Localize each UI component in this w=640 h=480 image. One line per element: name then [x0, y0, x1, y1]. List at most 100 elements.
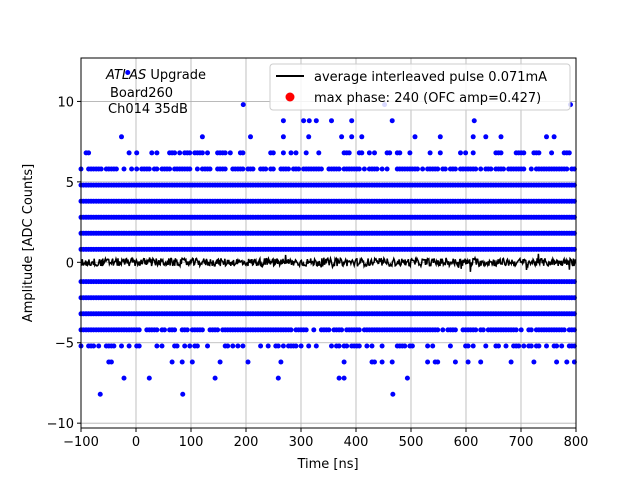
data-point [258, 343, 264, 349]
x-tick-label: 300 [289, 435, 314, 450]
data-point [263, 166, 269, 172]
data-point [326, 327, 332, 333]
legend: average interleaved pulse 0.071mA max ph… [269, 63, 571, 111]
data-point [121, 375, 127, 381]
x-tick-label: 700 [509, 435, 534, 450]
data-point [136, 327, 142, 333]
x-tick-label: 100 [179, 435, 204, 450]
data-point [531, 359, 537, 365]
data-point [471, 118, 477, 124]
x-tick-label: 200 [234, 435, 259, 450]
data-point [248, 134, 253, 140]
data-point [503, 343, 509, 349]
data-point [111, 343, 117, 349]
data-point [149, 150, 155, 156]
legend-dot-icon [285, 92, 295, 102]
data-point [356, 343, 362, 349]
annotation: ATLAS Upgrade Board260 Ch014 35dB [105, 68, 206, 117]
data-point [389, 118, 395, 124]
y-tick-label: 0 [66, 256, 74, 271]
data-point [435, 359, 441, 365]
data-point [521, 166, 527, 172]
data-point [270, 166, 276, 172]
data-point [465, 343, 471, 349]
data-point [536, 150, 542, 156]
data-point [154, 150, 160, 156]
data-point [390, 391, 396, 397]
data-point [528, 327, 534, 333]
data-point [498, 134, 504, 140]
x-tick-label: 400 [344, 435, 369, 450]
data-point [182, 343, 188, 349]
data-point [235, 343, 241, 349]
data-point [240, 150, 246, 156]
data-point [498, 150, 504, 156]
data-point [566, 150, 572, 156]
data-point [270, 150, 276, 156]
x-axis-label: Time [ns] [296, 457, 358, 472]
data-point [430, 343, 436, 349]
data-point [470, 150, 476, 156]
data-point [478, 166, 484, 172]
data-point [230, 343, 236, 349]
data-point [452, 359, 458, 365]
data-point [483, 134, 489, 140]
data-point [366, 150, 372, 156]
data-point [189, 359, 195, 365]
data-point [313, 343, 319, 349]
data-point [108, 359, 114, 365]
data-point [452, 166, 458, 172]
y-axis-label: Amplitude [ADC Counts] [21, 164, 36, 322]
data-point [564, 166, 570, 172]
annotation-upgrade: Upgrade [146, 68, 206, 83]
x-tick-label: 500 [399, 435, 424, 450]
legend-entry-2: max phase: 240 (OFC amp=0.427) [314, 91, 541, 106]
data-point [488, 166, 494, 172]
legend-entry-1: average interleaved pulse 0.071mA [314, 70, 547, 85]
data-point [134, 166, 140, 172]
data-point [86, 150, 92, 156]
data-point [379, 343, 385, 349]
data-point [397, 150, 403, 156]
data-point [129, 166, 135, 172]
data-point [478, 359, 484, 365]
data-point [372, 359, 377, 365]
data-point [179, 359, 185, 365]
data-point [554, 359, 560, 365]
data-point [119, 134, 124, 140]
data-point [154, 166, 160, 172]
data-point [222, 150, 228, 156]
data-point [437, 134, 443, 140]
data-point [341, 359, 347, 365]
data-point [483, 343, 489, 349]
y-tick-label: −10 [47, 417, 74, 432]
data-point [146, 166, 152, 172]
data-point [356, 166, 362, 172]
x-tick-label: 0 [132, 435, 140, 450]
data-point [372, 150, 377, 156]
data-point [528, 343, 534, 349]
data-point [187, 343, 193, 349]
plot-border [80, 57, 577, 429]
data-point [564, 359, 570, 365]
plot-frame [81, 58, 576, 428]
data-point [212, 375, 218, 381]
data-point [359, 150, 365, 156]
data-point [435, 327, 441, 333]
data-point [96, 343, 102, 349]
y-tick-label: 5 [66, 176, 74, 191]
data-point [318, 166, 324, 172]
data-point [508, 359, 514, 365]
data-point [217, 359, 223, 365]
data-point [339, 134, 345, 140]
data-point [336, 166, 342, 172]
data-point [407, 150, 413, 156]
data-point [349, 134, 355, 140]
data-point [425, 343, 431, 349]
data-point [126, 150, 132, 156]
x-tick-label: 600 [454, 435, 479, 450]
data-point [349, 118, 355, 124]
data-point [169, 359, 175, 365]
data-point [427, 150, 433, 156]
data-point [329, 343, 334, 349]
